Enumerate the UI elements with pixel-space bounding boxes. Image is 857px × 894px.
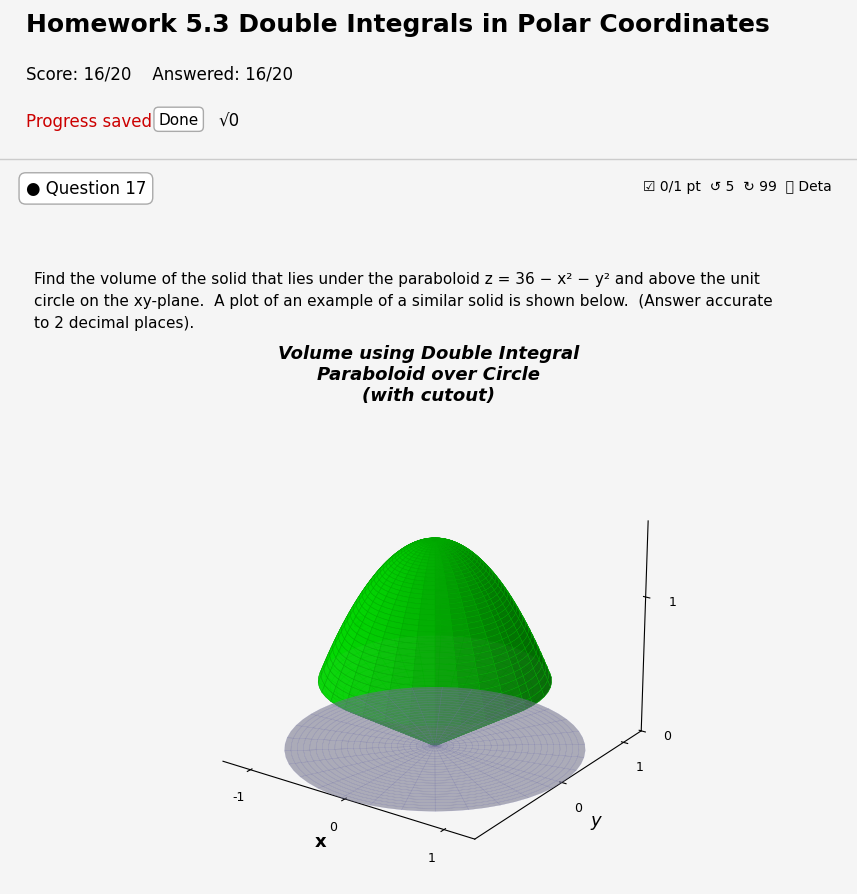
Text: ● Question 17: ● Question 17 — [26, 181, 146, 198]
Text: √0: √0 — [219, 113, 240, 131]
Text: Find the volume of the solid that lies under the paraboloid z = 36 − x² − y² and: Find the volume of the solid that lies u… — [34, 272, 773, 331]
Text: Score: 16/20    Answered: 16/20: Score: 16/20 Answered: 16/20 — [26, 65, 293, 83]
Text: Homework 5.3 Double Integrals in Polar Coordinates: Homework 5.3 Double Integrals in Polar C… — [26, 13, 770, 37]
Text: ☑ 0/1 pt  ↺ 5  ↻ 99  ⓘ Deta: ☑ 0/1 pt ↺ 5 ↻ 99 ⓘ Deta — [643, 181, 831, 194]
Text: Done: Done — [159, 113, 199, 128]
Text: Progress saved: Progress saved — [26, 113, 152, 131]
Title: Volume using Double Integral
Paraboloid over Circle
(with cutout): Volume using Double Integral Paraboloid … — [278, 344, 579, 404]
Y-axis label: y: y — [590, 811, 601, 829]
X-axis label: x: x — [315, 832, 327, 850]
